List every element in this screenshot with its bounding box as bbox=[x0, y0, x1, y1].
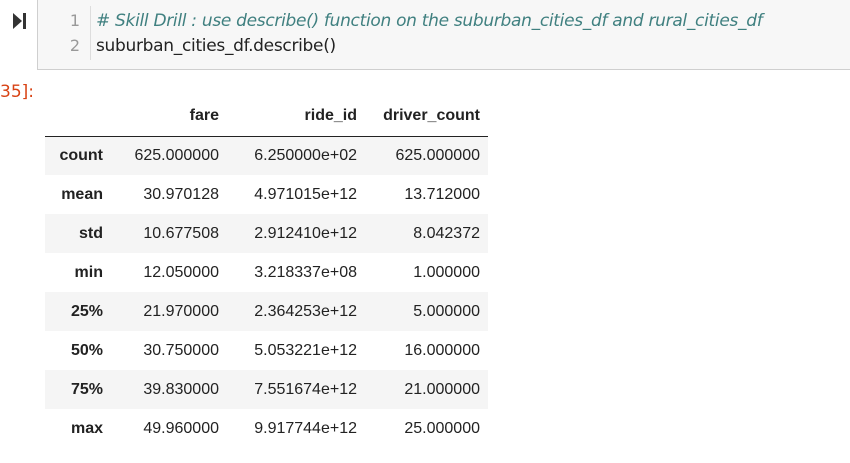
cell-ride-id: 4.971015e+12 bbox=[254, 185, 357, 203]
table-header-row: fare ride_id driver_count bbox=[45, 96, 488, 137]
row-index: count bbox=[59, 146, 103, 164]
cell-fare: 21.970000 bbox=[143, 302, 219, 320]
cell-ride-id: 6.250000e+02 bbox=[254, 146, 357, 164]
cell-driver-count: 5.000000 bbox=[413, 302, 480, 320]
table-row: max 49.960000 9.917744e+12 25.000000 bbox=[45, 409, 488, 448]
row-index: std bbox=[79, 224, 103, 242]
cell-ride-id: 3.218337e+08 bbox=[254, 263, 357, 281]
line-number: 1 bbox=[69, 11, 80, 30]
cell-fare: 30.970128 bbox=[143, 185, 219, 203]
cell-ride-id: 2.912410e+12 bbox=[254, 224, 357, 242]
cell-driver-count: 21.000000 bbox=[404, 380, 480, 398]
table-row: 25% 21.970000 2.364253e+12 5.000000 bbox=[45, 292, 488, 331]
cell-driver-count: 13.712000 bbox=[404, 185, 480, 203]
row-index: 50% bbox=[70, 341, 103, 359]
column-header-driver-count: driver_count bbox=[365, 96, 488, 137]
row-index: max bbox=[70, 419, 103, 437]
table-row: count 625.000000 6.250000e+02 625.000000 bbox=[45, 136, 488, 175]
table-row: std 10.677508 2.912410e+12 8.042372 bbox=[45, 214, 488, 253]
cell-driver-count: 8.042372 bbox=[413, 224, 480, 242]
code-comment: # Skill Drill : use describe() function … bbox=[96, 11, 763, 31]
cell-ride-id: 5.053221e+12 bbox=[254, 341, 357, 359]
cell-fare: 30.750000 bbox=[143, 341, 219, 359]
cell-ride-id: 2.364253e+12 bbox=[254, 302, 357, 320]
row-index: 25% bbox=[70, 302, 103, 320]
table-row: min 12.050000 3.218337e+08 1.000000 bbox=[45, 253, 488, 292]
row-index: mean bbox=[61, 185, 103, 203]
cell-ride-id: 9.917744e+12 bbox=[254, 419, 357, 437]
line-number: 2 bbox=[69, 36, 80, 55]
cell-fare: 12.050000 bbox=[143, 263, 219, 281]
table-row: 75% 39.830000 7.551674e+12 21.000000 bbox=[45, 370, 488, 409]
index-header bbox=[45, 96, 111, 137]
run-step-icon[interactable] bbox=[13, 13, 26, 29]
cell-driver-count: 1.000000 bbox=[413, 263, 480, 281]
cell-driver-count: 16.000000 bbox=[404, 341, 480, 359]
row-index: min bbox=[74, 263, 103, 281]
column-header-fare: fare bbox=[111, 96, 227, 137]
cell-fare: 625.000000 bbox=[134, 146, 219, 164]
column-header-ride-id: ride_id bbox=[227, 96, 365, 137]
cell-fare: 10.677508 bbox=[143, 224, 219, 242]
cell-fare: 49.960000 bbox=[143, 419, 219, 437]
cell-ride-id: 7.551674e+12 bbox=[254, 380, 357, 398]
cell-fare: 39.830000 bbox=[143, 380, 219, 398]
table-row: mean 30.970128 4.971015e+12 13.712000 bbox=[45, 175, 488, 214]
dataframe-output: fare ride_id driver_count count 625.0000… bbox=[45, 96, 488, 448]
output-prompt: 35]: bbox=[0, 82, 34, 102]
gutter-separator bbox=[90, 6, 91, 60]
row-index: 75% bbox=[70, 380, 103, 398]
code-input-cell[interactable]: 1 # Skill Drill : use describe() functio… bbox=[37, 0, 850, 70]
cell-driver-count: 625.000000 bbox=[395, 146, 480, 164]
code-statement: suburban_cities_df.describe() bbox=[96, 36, 336, 56]
table-row: 50% 30.750000 5.053221e+12 16.000000 bbox=[45, 331, 488, 370]
cell-driver-count: 25.000000 bbox=[404, 419, 480, 437]
